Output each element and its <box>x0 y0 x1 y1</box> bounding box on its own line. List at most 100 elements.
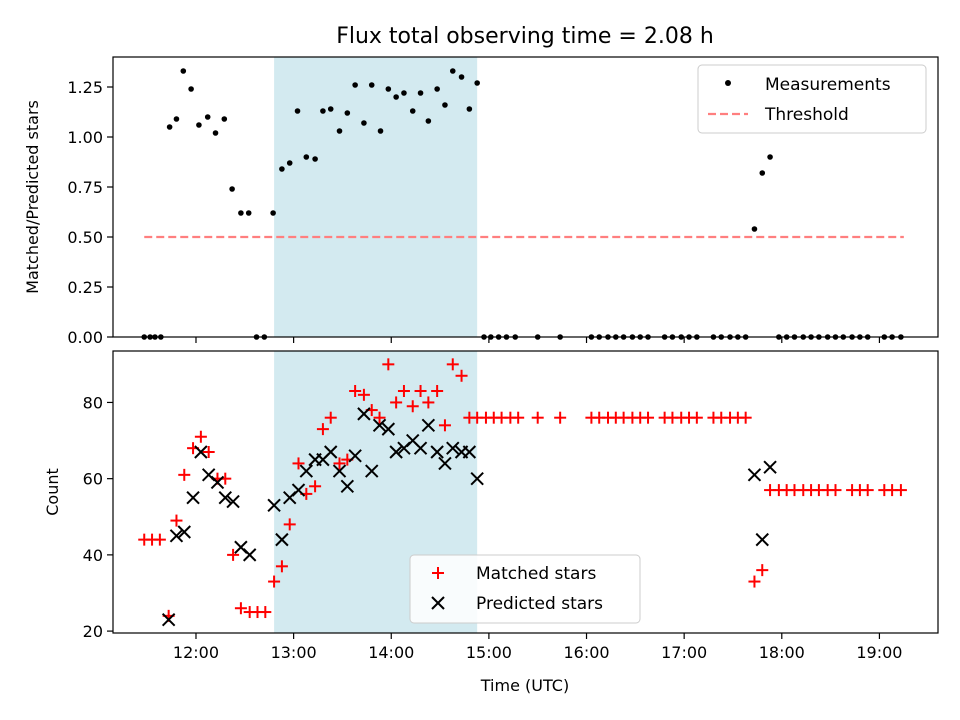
measurement-point <box>221 116 228 122</box>
predicted-stars-point <box>332 464 347 478</box>
y-tick-label: 40 <box>83 546 103 565</box>
matched-stars-point <box>202 445 215 458</box>
predicted-stars-point <box>348 449 362 463</box>
predicted-stars-point <box>226 494 240 509</box>
y-tick-label: 0.75 <box>67 178 103 197</box>
matched-stars-point <box>414 385 427 398</box>
ratio-y-axis-label: Matched/Predicted stars <box>23 100 42 294</box>
count-marks <box>138 358 907 627</box>
measurement-point <box>409 108 416 114</box>
predicted-stars-point <box>438 456 452 471</box>
ratio-axes-frame <box>112 56 939 338</box>
measurement-point <box>204 114 211 120</box>
ratio-panel: 0.00 0.25 0.50 0.75 1.00 1.25 Matched/Predict… <box>23 56 939 347</box>
measurement-point <box>344 110 351 116</box>
predicted-stars-point <box>413 441 428 455</box>
measurement-point <box>245 210 252 216</box>
predicted-stars-point <box>275 532 289 547</box>
y-tick-label: 0.25 <box>67 278 103 297</box>
predicted-stars-point <box>365 464 379 478</box>
measurement-point <box>279 166 285 172</box>
measurement-point <box>417 90 424 96</box>
measurement-point <box>166 124 173 130</box>
x-tick-label: 19:00 <box>856 643 902 662</box>
legend-threshold-label: Threshold <box>764 105 849 125</box>
predicted-stars-point <box>470 471 484 486</box>
predicted-stars-point <box>747 468 762 482</box>
predicted-stars-point <box>186 491 200 505</box>
matched-stars-point <box>259 606 272 619</box>
measurement-point <box>466 106 473 112</box>
measurement-point <box>312 156 318 162</box>
matched-stars-point <box>756 564 769 577</box>
ratio-legend-box <box>697 64 927 134</box>
predicted-stars-point <box>242 548 257 562</box>
matched-stars-point <box>739 411 752 424</box>
predicted-stars-point <box>291 483 306 497</box>
count-y-axis-label: Count <box>43 468 62 516</box>
measurement-point <box>759 170 766 176</box>
measurement-point <box>458 74 465 80</box>
predicted-stars-point <box>161 612 176 627</box>
legend-matched-marker <box>432 567 444 579</box>
measurement-point <box>361 120 367 126</box>
y-tick-label: 20 <box>83 622 103 641</box>
y-tick-label: 1.25 <box>67 78 103 97</box>
matched-stars-point <box>357 388 370 401</box>
matched-stars-point <box>292 457 305 470</box>
matched-stars-point <box>316 423 329 436</box>
matched-stars-point <box>531 411 544 424</box>
ratio-legend: Measurements Threshold <box>697 64 927 134</box>
x-tick-label: 14:00 <box>368 643 414 662</box>
legend-predicted-marker <box>431 596 445 610</box>
x-tick-label: 15:00 <box>466 643 512 662</box>
matched-stars-point <box>397 385 410 398</box>
measurement-point <box>425 118 432 124</box>
matched-stars-point <box>227 548 240 561</box>
count-panel: 20 40 60 80 12:00 13:00 14:00 15:00 16:00 17:00 18… <box>43 350 939 662</box>
matched-stars-point <box>829 484 842 497</box>
matched-stars-point <box>422 396 435 409</box>
count-axes-frame <box>112 350 939 634</box>
matched-stars-point <box>690 411 703 424</box>
matched-stars-point <box>170 514 183 527</box>
legend-predicted-label: Predicted stars <box>476 594 603 614</box>
measurement-point <box>320 108 326 114</box>
legend-measurements-label: Measurements <box>765 75 891 95</box>
measurement-point <box>352 82 358 88</box>
predicted-stars-point <box>381 422 396 436</box>
x-tick-label: 16:00 <box>563 643 609 662</box>
ratio-axes: 0.00 0.25 0.50 0.75 1.00 1.25 <box>67 78 881 347</box>
measurement-point <box>327 106 334 112</box>
measurement-point <box>368 82 375 88</box>
predicted-stars-point <box>169 529 184 543</box>
x-axis-label: Time (UTC) <box>480 676 569 695</box>
predicted-stars-point <box>430 445 444 459</box>
measurement-point <box>303 154 310 160</box>
predicted-stars-point <box>763 460 777 474</box>
predicted-stars-point <box>389 445 403 459</box>
figure-title: Flux total observing time = 2.08 h <box>336 24 714 49</box>
predicted-stars-point <box>372 418 387 433</box>
y-tick-label: 0.50 <box>67 228 103 247</box>
matched-stars-point <box>283 518 296 531</box>
predicted-stars-point <box>194 445 208 459</box>
measurement-point <box>434 86 440 92</box>
predicted-stars-point <box>210 475 225 490</box>
count-legend: Matched stars Predicted stars <box>409 554 641 624</box>
y-tick-label: 0.00 <box>67 328 103 347</box>
matched-stars-point <box>438 419 451 432</box>
matched-stars-point <box>861 484 874 497</box>
measurement-point <box>180 68 187 74</box>
measurement-point <box>393 94 399 100</box>
x-tick-label: 12:00 <box>173 643 219 662</box>
matched-stars-point <box>431 385 444 398</box>
predicted-stars-point <box>357 407 371 421</box>
y-tick-label: 80 <box>83 393 103 412</box>
matched-stars-point <box>554 411 567 424</box>
matched-stars-point <box>642 411 655 424</box>
predicted-stars-point <box>299 464 314 478</box>
measurement-point <box>474 80 480 86</box>
predicted-stars-point <box>218 491 232 505</box>
